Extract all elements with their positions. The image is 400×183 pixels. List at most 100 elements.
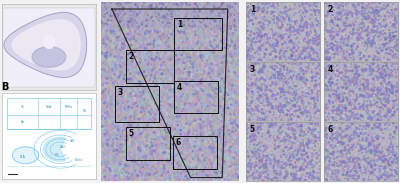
- Point: [218, 90, 224, 93]
- Point: [358, 94, 364, 97]
- Point: [380, 84, 386, 87]
- Point: [298, 176, 304, 179]
- Point: [180, 107, 186, 110]
- Point: [133, 11, 139, 14]
- Point: [244, 102, 250, 105]
- Point: [275, 75, 281, 78]
- Point: [292, 137, 298, 140]
- Point: [280, 34, 287, 37]
- Point: [322, 67, 328, 70]
- Point: [389, 91, 395, 94]
- Point: [162, 19, 168, 22]
- Point: [260, 71, 266, 74]
- Point: [290, 81, 296, 84]
- Point: [336, 17, 342, 20]
- Point: [384, 36, 391, 39]
- Point: [277, 79, 283, 82]
- Point: [128, 1, 134, 4]
- Point: [383, 112, 389, 115]
- Point: [162, 24, 169, 27]
- Point: [373, 6, 379, 9]
- Point: [374, 58, 381, 61]
- Point: [324, 30, 330, 33]
- Point: [147, 30, 154, 33]
- Point: [277, 173, 284, 176]
- Point: [250, 132, 257, 135]
- Point: [334, 83, 340, 86]
- Point: [286, 152, 293, 154]
- Point: [257, 128, 263, 131]
- Point: [134, 1, 140, 3]
- Point: [311, 96, 318, 99]
- Point: [118, 135, 124, 138]
- Point: [218, 30, 224, 33]
- Point: [310, 63, 316, 66]
- Point: [295, 125, 302, 128]
- Point: [210, 146, 216, 149]
- Point: [283, 97, 290, 100]
- Point: [352, 170, 359, 173]
- Point: [264, 1, 270, 4]
- Point: [311, 100, 318, 102]
- Point: [374, 78, 381, 81]
- Point: [312, 33, 319, 36]
- Point: [343, 153, 350, 156]
- Point: [377, 115, 384, 118]
- Point: [357, 33, 363, 36]
- Point: [329, 152, 336, 155]
- Point: [233, 172, 239, 175]
- Point: [296, 53, 303, 56]
- Point: [353, 179, 360, 182]
- Point: [104, 54, 111, 57]
- Point: [292, 23, 298, 26]
- Point: [205, 2, 211, 5]
- Point: [118, 66, 124, 69]
- Point: [370, 88, 377, 91]
- Point: [166, 9, 172, 12]
- Point: [140, 4, 146, 7]
- Point: [350, 108, 356, 111]
- Point: [277, 70, 283, 73]
- Point: [384, 114, 390, 117]
- Point: [124, 135, 130, 138]
- Point: [287, 76, 294, 79]
- Point: [105, 179, 111, 182]
- Point: [244, 56, 251, 59]
- Point: [334, 87, 341, 90]
- Point: [182, 103, 188, 106]
- Point: [262, 16, 268, 18]
- Point: [314, 38, 320, 41]
- Point: [302, 133, 308, 136]
- Point: [261, 83, 268, 86]
- Point: [343, 119, 350, 122]
- Point: [254, 3, 260, 6]
- Point: [103, 56, 110, 59]
- Point: [292, 176, 299, 179]
- Point: [265, 89, 272, 92]
- Point: [344, 96, 350, 99]
- Point: [365, 94, 372, 96]
- Point: [353, 70, 359, 72]
- Point: [306, 157, 312, 160]
- Point: [296, 105, 302, 108]
- Point: [386, 73, 393, 76]
- Point: [301, 158, 307, 160]
- Point: [375, 179, 382, 182]
- Point: [284, 154, 290, 157]
- Point: [373, 29, 380, 32]
- Point: [395, 68, 400, 71]
- Point: [163, 137, 169, 140]
- Point: [164, 14, 170, 17]
- Point: [371, 11, 377, 14]
- Point: [103, 8, 110, 11]
- Point: [151, 131, 157, 134]
- Point: [282, 75, 288, 78]
- Point: [120, 43, 126, 46]
- Point: [290, 14, 297, 17]
- Point: [322, 128, 329, 131]
- Point: [345, 1, 352, 4]
- Point: [272, 176, 278, 179]
- Point: [190, 65, 196, 68]
- Point: [305, 53, 312, 56]
- Point: [322, 135, 328, 138]
